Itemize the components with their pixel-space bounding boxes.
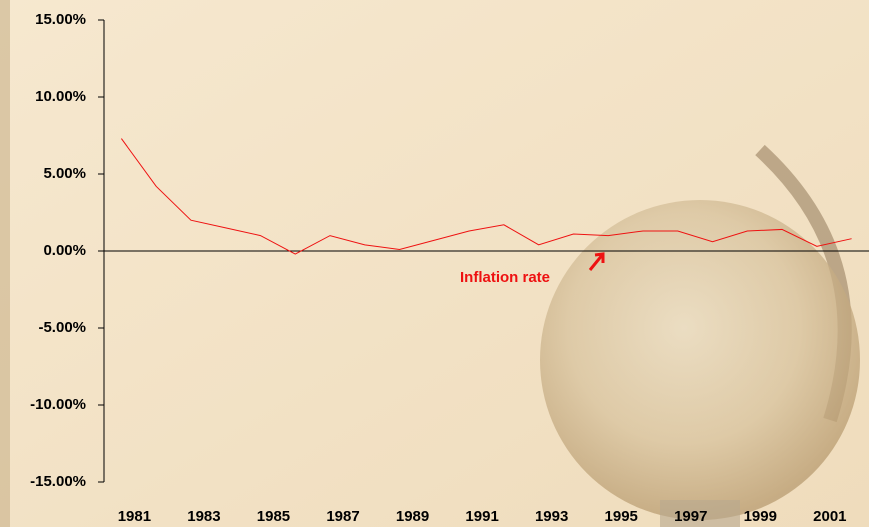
y-tick-label: -10.00% [30,396,86,413]
x-tick-label: 1997 [674,508,707,525]
x-tick-label: 1981 [118,508,151,525]
x-tick-label: 2001 [813,508,846,525]
x-tick-label: 1991 [465,508,498,525]
annotation-arrow [588,252,605,271]
globe [540,200,860,520]
x-tick-label: 1989 [396,508,429,525]
x-tick-label: 1987 [326,508,359,525]
x-tick-label: 1999 [744,508,777,525]
y-tick-label: 0.00% [43,242,86,259]
x-tick-label: 1993 [535,508,568,525]
y-tick-label: 5.00% [43,165,86,182]
x-tick-label: 1995 [605,508,638,525]
series-line [120,138,852,255]
x-tick-label: 1983 [187,508,220,525]
y-tick-label: -15.00% [30,473,86,490]
left-border [0,0,10,527]
y-tick-label: 10.00% [35,88,86,105]
x-tick-label: 1985 [257,508,290,525]
y-tick-label: -5.00% [38,319,86,336]
globe-base [660,500,740,527]
y-tick-label: 15.00% [35,11,86,28]
annotation: Inflation rate [460,269,550,286]
